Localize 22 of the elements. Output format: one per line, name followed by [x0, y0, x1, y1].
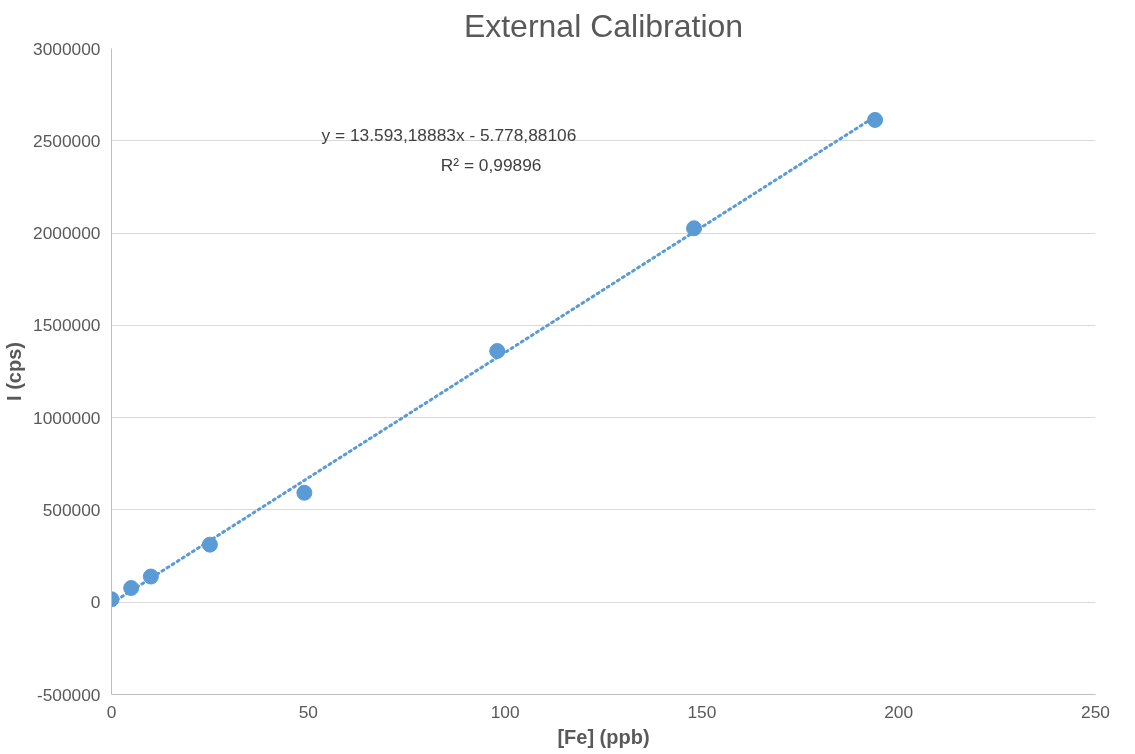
y-tick-label: 500000 — [42, 499, 101, 520]
y-tick-label: 0 — [90, 592, 101, 613]
x-axis-title: [Fe] (ppb) — [557, 725, 650, 748]
y-tick-label: -500000 — [36, 684, 101, 705]
x-tick-label: 250 — [1081, 701, 1110, 722]
chart-title: External Calibration — [463, 7, 744, 44]
y-tick-label: 3000000 — [33, 38, 101, 59]
x-tick-label: 200 — [884, 701, 914, 722]
y-tick-label: 1000000 — [33, 407, 101, 428]
point — [867, 111, 884, 128]
y-tick-label: 1500000 — [33, 315, 101, 336]
point — [489, 343, 506, 359]
x-tick-label: 0 — [106, 701, 117, 722]
point — [296, 484, 313, 501]
y-tick-label: 2000000 — [33, 223, 101, 244]
x-tick-label: 50 — [298, 701, 318, 722]
annotation: y = 13.593,18883x - 5.778,88106 — [321, 124, 577, 145]
y-axis-title: I (cps) — [3, 342, 26, 401]
annotation: R² = 0,99896 — [440, 154, 542, 175]
x-tick-label: 100 — [490, 701, 520, 722]
x-tick-label: 150 — [687, 701, 717, 722]
y-tick-label: 2500000 — [33, 130, 101, 151]
